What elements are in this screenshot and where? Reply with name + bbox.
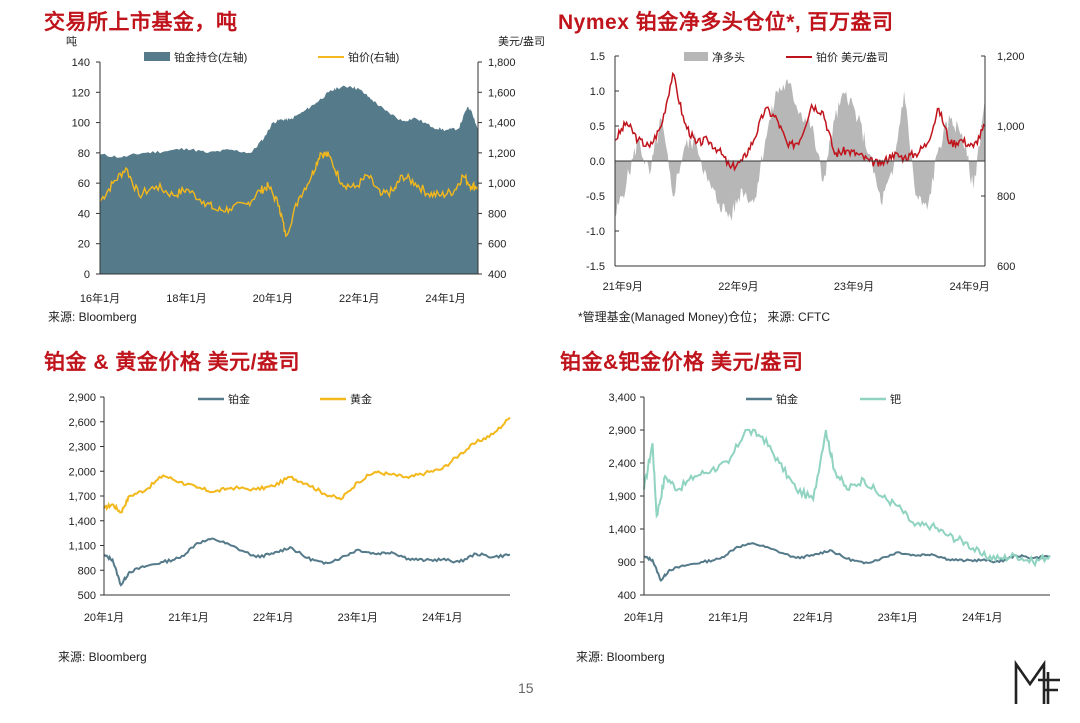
series-line-1 — [103, 537, 511, 587]
left-tick-label: 20 — [78, 239, 90, 251]
right-tick-label: 800 — [488, 208, 506, 220]
legend-label-1: 铂金 — [776, 392, 798, 406]
left-tick-label: 140 — [72, 57, 90, 69]
series-line-1 — [643, 542, 1051, 582]
y-tick-label: 1,400 — [68, 516, 96, 528]
x-tick-label: 24年1月 — [425, 291, 465, 305]
left-tick-label: -1.5 — [586, 261, 605, 273]
right-tick-label: 800 — [997, 191, 1015, 203]
left-tick-label: -0.5 — [586, 191, 605, 203]
left-tick-label: 0.0 — [590, 156, 605, 168]
x-tick-label: 23年1月 — [338, 610, 378, 624]
x-tick-label: 22年1月 — [253, 610, 293, 624]
y-tick-label: 400 — [618, 590, 636, 602]
series-line-2 — [103, 416, 511, 514]
x-tick-label: 20年1月 — [84, 610, 124, 624]
y-tick-label: 800 — [78, 565, 96, 577]
right-tick-label: 1,000 — [488, 178, 516, 190]
legend-holdings-swatch — [144, 52, 170, 61]
left-tick-label: 40 — [78, 208, 90, 220]
y-tick-label: 2,900 — [608, 425, 636, 437]
x-tick-label: 23年1月 — [878, 610, 918, 624]
y-tick-label: 2,900 — [68, 392, 96, 404]
right-tick-label: 1,600 — [488, 87, 516, 99]
x-tick-label: 24年1月 — [962, 610, 1002, 624]
left-tick-label: 1.5 — [590, 51, 605, 63]
y-tick-label: 2,600 — [68, 417, 96, 429]
platinum-price-line — [614, 71, 986, 172]
panel2-title: Nymex 铂金净多头仓位*, 百万盎司 — [558, 11, 894, 34]
y-tick-label: 1,400 — [608, 524, 636, 536]
y-tick-label: 500 — [78, 590, 96, 602]
panel4-title: 铂金&钯金价格 美元/盎司 — [560, 351, 804, 374]
legend-netlong-label: 净多头 — [712, 50, 745, 64]
left-tick-label: 80 — [78, 148, 90, 160]
y-tick-label: 2,000 — [68, 466, 96, 478]
panel1-title: 交易所上市基金，吨 — [44, 11, 238, 34]
platinum-price-line — [99, 150, 479, 238]
right-tick-label: 400 — [488, 269, 506, 281]
left-tick-label: 60 — [78, 178, 90, 190]
left-tick-label: 1.0 — [590, 86, 605, 98]
x-tick-label: 22年1月 — [793, 610, 833, 624]
left-tick-label: 120 — [72, 87, 90, 99]
y-tick-label: 1,700 — [68, 491, 96, 503]
left-tick-label: 0.5 — [590, 121, 605, 133]
platinum-gold-chart: 500 800 1,100 1,400 1,700 2,000 2,300 2,600 2,90… — [68, 392, 511, 624]
right-tick-label: 1,200 — [488, 148, 516, 160]
x-tick-label: 21年1月 — [708, 610, 748, 624]
y-tick-label: 1,100 — [68, 541, 96, 553]
right-tick-label: 600 — [997, 261, 1015, 273]
y-tick-label: 1,900 — [608, 491, 636, 503]
right-tick-label: 1,200 — [997, 51, 1025, 63]
x-tick-label: 21年9月 — [603, 279, 643, 293]
x-tick-label: 20年1月 — [253, 291, 293, 305]
right-tick-label: 1,000 — [997, 121, 1025, 133]
y-tick-label: 2,400 — [608, 458, 636, 470]
left-tick-label: 100 — [72, 118, 90, 130]
left-tick-label: 0 — [84, 269, 90, 281]
panel1-source: 来源: Bloomberg — [48, 310, 137, 324]
legend-label-2: 黄金 — [350, 392, 372, 406]
series-line-2 — [643, 428, 1051, 568]
x-tick-label: 21年1月 — [168, 610, 208, 624]
page-number: 15 — [518, 680, 534, 696]
x-tick-label: 22年1月 — [339, 291, 379, 305]
left-tick-label: -1.0 — [586, 226, 605, 238]
platinum-palladium-chart: 400 900 1,400 1,900 2,400 2,900 3,400 20年1月 21年1… — [608, 392, 1051, 624]
etf-holdings-chart: 吨 美元/盎司 0 20 40 60 80 100 120 140 400 600 800 1,000 1,… — [66, 34, 545, 305]
right-tick-label: 600 — [488, 239, 506, 251]
x-tick-label: 24年1月 — [422, 610, 462, 624]
y-tick-label: 2,300 — [68, 442, 96, 454]
right-axis-unit: 美元/盎司 — [498, 34, 545, 48]
nymex-net-long-chart: -1.5 -1.0 -0.5 0.0 0.5 1.0 1.5 600 800 1,000 1,200… — [586, 50, 1025, 293]
legend-label-2: 钯 — [890, 393, 901, 406]
panel3-title: 铂金 & 黄金价格 美元/盎司 — [44, 351, 301, 374]
x-tick-label: 22年9月 — [718, 279, 758, 293]
legend-label-1: 铂金 — [228, 392, 250, 406]
y-tick-label: 900 — [618, 557, 636, 569]
holdings-area — [100, 85, 478, 274]
legend-price-label: 铂价(右轴) — [348, 50, 399, 64]
panel2-source: *管理基金(Managed Money)仓位； 来源: CFTC — [578, 310, 831, 324]
right-tick-label: 1,800 — [488, 57, 516, 69]
legend-price-label: 铂价 美元/盎司 — [816, 50, 888, 64]
x-tick-label: 20年1月 — [624, 610, 664, 624]
x-tick-label: 23年9月 — [834, 279, 874, 293]
right-tick-label: 1,400 — [488, 118, 516, 130]
mf-logo: MF — [1014, 659, 1060, 704]
left-axis-unit: 吨 — [66, 35, 77, 48]
x-tick-label: 18年1月 — [166, 291, 206, 305]
net-long-area — [615, 78, 985, 222]
x-tick-label: 16年1月 — [80, 291, 120, 305]
panel4-source: 来源: Bloomberg — [576, 650, 665, 664]
y-tick-label: 3,400 — [608, 392, 636, 404]
panel3-source: 来源: Bloomberg — [58, 650, 147, 664]
x-tick-label: 24年9月 — [949, 279, 989, 293]
legend-holdings-label: 铂金持仓(左轴) — [174, 50, 247, 64]
legend-netlong-swatch — [684, 52, 708, 61]
